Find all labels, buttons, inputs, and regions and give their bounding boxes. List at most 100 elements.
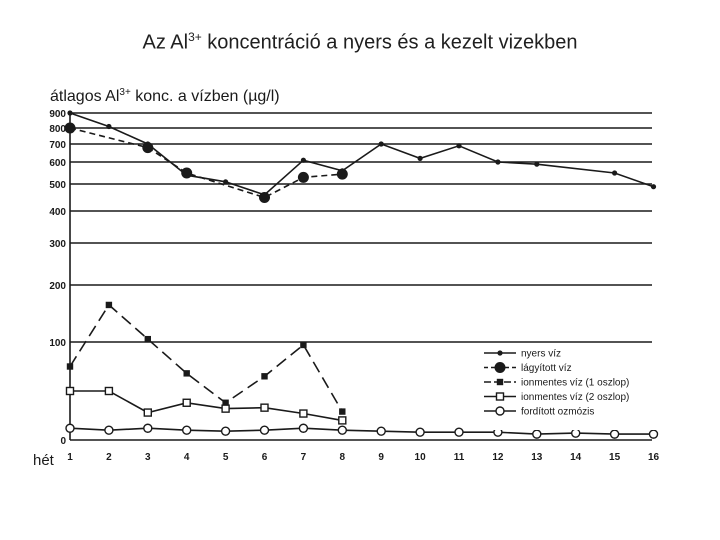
data-point: [454, 427, 464, 437]
data-point: [336, 168, 348, 180]
data-point: [65, 386, 75, 396]
y-axis-title-text-rest: konc. a vízben (µg/l): [131, 88, 280, 105]
legend-label: ionmentes víz (2 oszlop): [521, 392, 629, 403]
data-point: [261, 373, 268, 380]
data-point: [571, 428, 581, 438]
series-line: [70, 390, 343, 422]
data-point: [338, 416, 347, 425]
slide-title-text-rest: koncentráció a nyers és a kezelt vizekbe…: [201, 31, 578, 54]
y-tick-label: 800: [49, 124, 66, 135]
data-point: [64, 122, 76, 134]
y-tick-label: 400: [49, 207, 66, 218]
data-point: [181, 425, 192, 435]
series-2: [64, 122, 348, 203]
legend-marker: [497, 350, 503, 356]
data-point: [300, 341, 307, 349]
data-point: [337, 425, 347, 435]
data-point: [298, 423, 309, 433]
data-point: [297, 171, 309, 183]
y-tick-label: 700: [49, 140, 66, 151]
x-tick-label: 2: [106, 452, 112, 463]
legend-label: nyers víz: [521, 349, 561, 360]
data-point: [65, 423, 75, 433]
y-tick-label: 900: [49, 109, 66, 120]
x-tick-label: 14: [570, 452, 582, 463]
y-tick-label: 0: [60, 436, 66, 447]
y-axis-title: átlagos Al3+ konc. a vízben (µg/l): [50, 87, 280, 105]
y-tick-label: 200: [49, 281, 66, 292]
x-tick-label: 8: [340, 452, 346, 463]
data-series: [64, 110, 659, 439]
data-point: [339, 408, 346, 415]
data-point: [456, 143, 462, 149]
slide-title-text: Az Al: [142, 31, 189, 54]
series-3: [66, 301, 346, 415]
legend-marker: [495, 392, 505, 401]
x-tick-label: 3: [145, 452, 151, 463]
x-tick-label: 5: [223, 452, 229, 463]
y-tick-label: 500: [49, 180, 66, 191]
data-point: [609, 429, 620, 439]
data-point: [650, 184, 657, 190]
data-point: [66, 363, 74, 370]
legend-marker: [496, 378, 504, 386]
data-point: [532, 429, 542, 439]
data-point: [67, 110, 73, 116]
legend-label: ionmentes víz (1 oszlop): [521, 378, 629, 389]
legend-box: [481, 346, 659, 430]
grid-lines: [70, 112, 652, 343]
series-4: [65, 386, 347, 425]
legend-label: fordított ozmózis: [521, 407, 594, 418]
x-tick-label: 9: [378, 452, 384, 463]
x-tick-label: 12: [492, 452, 504, 463]
data-point: [223, 179, 229, 185]
x-axis-title: hét: [33, 452, 55, 469]
data-point: [259, 425, 270, 435]
series-line: [69, 427, 654, 435]
legend-marker: [494, 362, 506, 373]
x-tick-label: 4: [184, 452, 190, 463]
slide-title: Az Al3+ koncentráció a nyers és a kezelt…: [0, 30, 720, 55]
y-tick-label: 300: [49, 239, 66, 250]
y-axis-title-text: átlagos Al: [50, 88, 119, 105]
data-point: [104, 425, 114, 435]
y-tick-label: 600: [49, 158, 66, 169]
data-point: [181, 167, 193, 179]
data-point: [183, 370, 190, 377]
x-tick-label: 7: [301, 452, 307, 463]
data-point: [220, 426, 231, 436]
x-tick-label: 15: [609, 452, 621, 463]
x-tick-label: 16: [648, 452, 660, 463]
data-point: [105, 301, 113, 309]
data-point: [417, 155, 423, 161]
data-point: [104, 386, 114, 396]
y-axis-title-superscript: 3+: [119, 87, 131, 98]
y-tick-label: 100: [49, 338, 66, 349]
data-point: [495, 159, 501, 165]
legend-label: lágyított víz: [521, 363, 572, 374]
series-line: [69, 303, 343, 413]
data-point: [143, 423, 153, 433]
data-point: [376, 426, 386, 436]
data-point: [378, 141, 384, 147]
legend: nyers víz lágyított víz ionmentes víz (1 o…: [481, 346, 659, 430]
data-point: [144, 335, 151, 343]
data-point: [300, 157, 306, 163]
data-point: [143, 408, 153, 417]
data-point: [648, 429, 659, 439]
data-point: [299, 409, 308, 418]
data-point: [260, 403, 269, 412]
data-point: [259, 192, 270, 203]
data-point: [534, 161, 540, 167]
data-point: [182, 398, 191, 407]
x-tick-label: 10: [415, 452, 427, 463]
data-point: [142, 142, 154, 154]
x-tick-label: 1: [67, 452, 73, 463]
data-point: [222, 399, 229, 406]
legend-marker: [495, 406, 505, 416]
x-tick-label: 6: [262, 452, 268, 463]
data-point: [106, 123, 112, 130]
x-tick-label: 11: [454, 452, 465, 463]
data-point: [221, 404, 230, 413]
